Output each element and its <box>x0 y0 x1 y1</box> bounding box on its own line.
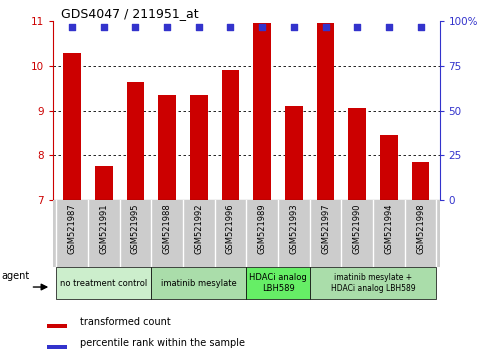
Bar <box>285 106 302 200</box>
Text: GSM521993: GSM521993 <box>289 203 298 254</box>
Bar <box>222 70 239 200</box>
Bar <box>95 166 113 200</box>
Point <box>354 24 361 29</box>
Point <box>322 24 329 29</box>
Point <box>258 24 266 29</box>
Bar <box>47 345 68 349</box>
Text: GSM521992: GSM521992 <box>194 203 203 254</box>
Bar <box>317 23 334 200</box>
Point <box>195 24 203 29</box>
Text: GSM521996: GSM521996 <box>226 203 235 254</box>
Point <box>385 24 393 29</box>
Bar <box>246 267 310 299</box>
Bar <box>310 267 436 299</box>
Text: GSM521991: GSM521991 <box>99 203 108 254</box>
Bar <box>158 95 176 200</box>
Text: imatinib mesylate +
HDACi analog LBH589: imatinib mesylate + HDACi analog LBH589 <box>331 274 415 293</box>
Bar <box>254 23 271 200</box>
Point <box>131 24 139 29</box>
Bar <box>412 162 429 200</box>
Bar <box>348 108 366 200</box>
Point <box>100 24 108 29</box>
Bar <box>127 81 144 200</box>
Bar <box>151 267 246 299</box>
Point <box>290 24 298 29</box>
Text: no treatment control: no treatment control <box>60 279 147 288</box>
Point <box>163 24 171 29</box>
Text: percentile rank within the sample: percentile rank within the sample <box>80 338 245 348</box>
Bar <box>380 135 398 200</box>
Point <box>227 24 234 29</box>
Text: GSM521998: GSM521998 <box>416 203 425 254</box>
Text: GSM521989: GSM521989 <box>257 203 267 254</box>
Text: GSM521987: GSM521987 <box>68 203 77 254</box>
Bar <box>57 267 151 299</box>
Text: GSM521995: GSM521995 <box>131 203 140 254</box>
Text: GDS4047 / 211951_at: GDS4047 / 211951_at <box>61 7 199 20</box>
Bar <box>190 95 208 200</box>
Bar <box>63 52 81 200</box>
Point <box>417 24 425 29</box>
Text: GSM521994: GSM521994 <box>384 203 393 254</box>
Text: GSM521990: GSM521990 <box>353 203 362 254</box>
Text: imatinib mesylate: imatinib mesylate <box>161 279 237 288</box>
Bar <box>47 324 68 328</box>
Point <box>68 24 76 29</box>
Text: GSM521988: GSM521988 <box>163 203 171 254</box>
Text: transformed count: transformed count <box>80 317 170 327</box>
Text: GSM521997: GSM521997 <box>321 203 330 254</box>
Text: HDACi analog
LBH589: HDACi analog LBH589 <box>249 274 307 293</box>
Text: agent: agent <box>1 271 29 281</box>
